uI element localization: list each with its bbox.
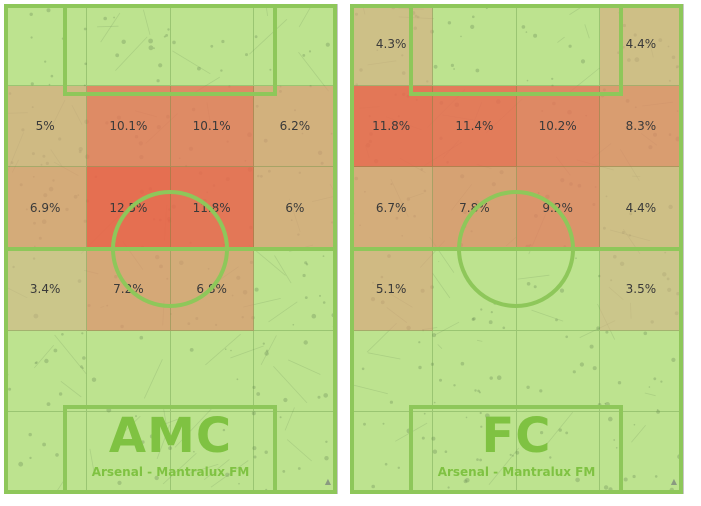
heatmap-zone: 6.2% [253, 85, 337, 168]
heatmap-zone [170, 330, 254, 413]
heatmap-zone: 4.3% [350, 4, 434, 86]
heatmap-zone: 8.3% [599, 85, 683, 168]
position-label: FC [481, 408, 552, 464]
heatmap-zone: 3.4% [4, 248, 88, 331]
zone-percentage: 3.4% [29, 282, 61, 297]
heatmap-zone: 3.5% [599, 248, 683, 331]
zone-percentage: 6% [285, 200, 305, 215]
zone-percentage: 10.2% [538, 118, 577, 133]
zone-percentage: 7.8% [459, 200, 490, 215]
zone-percentage: 8.3% [625, 118, 657, 133]
zone-percentage: 6.8% [196, 282, 227, 297]
heatmap-zone [253, 330, 337, 413]
heatmap-zone: 6% [253, 167, 337, 249]
heatmap-zone [433, 330, 517, 413]
heatmap-zone: 4.4% [599, 167, 683, 249]
heatmap-zone: 10.2% [516, 85, 600, 168]
heatmap-zone [87, 4, 171, 86]
zone-percentage: 11.4% [455, 118, 494, 133]
zone-percentage: 4.4% [625, 200, 657, 215]
heatmap-zone [253, 4, 337, 86]
heatmap-zone [87, 330, 171, 413]
heatmap-zone: 11.8% [170, 167, 254, 249]
heatmap-zone: 12.5% [87, 167, 171, 249]
heatmap-zone: 6.9% [4, 167, 88, 249]
team-label: Arsenal - Mantralux FM [437, 465, 596, 479]
zone-percentage: 6.7% [375, 200, 407, 215]
position-label: AMC [108, 408, 233, 464]
heatmap-zone: 6.8% [170, 248, 254, 331]
heatmap-zone [4, 330, 88, 413]
team-label: Arsenal - Mantralux FM [91, 465, 250, 479]
heatmap-pitch-fc: 4.3% 4.4% 11.8% 11.4% 10.2% 8.3% 6.7% 7.8% 9.2% 4… [350, 4, 684, 494]
heatmap-zone: 10.1% [170, 85, 254, 168]
heatmap-zone: 4.4% [599, 4, 683, 86]
zone-percentage: 4.3% [375, 37, 407, 52]
heatmap-zone [516, 248, 600, 331]
heatmap-zone: 7.8% [433, 167, 517, 249]
heatmap-zone: 7.2% [87, 248, 171, 331]
heatmap-pitch-amc: 5% 10.1% 10.1% 6.2% 6.9% 12.5% 11.8% 6% 3.4% 7.2%… [4, 4, 338, 494]
heatmap-zone: 11.4% [433, 85, 517, 168]
triangle-icon: ▲ [324, 477, 331, 486]
heatmap-zone [253, 248, 337, 331]
zone-percentage: 10.1% [109, 118, 148, 133]
heatmap-zone [433, 248, 517, 331]
zone-percentage: 5.1% [375, 282, 407, 297]
heatmap-zone [4, 4, 88, 86]
heatmap-zone [516, 4, 600, 86]
zone-percentage: 7.2% [113, 282, 144, 297]
zone-percentage: 6.9% [29, 200, 61, 215]
zone-percentage: 6.2% [279, 118, 311, 133]
heatmap-zone [433, 4, 517, 86]
heatmap-zone: 9.2% [516, 167, 600, 249]
heatmap-zone: 10.1% [87, 85, 171, 168]
heatmap-zone [599, 330, 683, 413]
zone-percentage: 9.2% [542, 200, 573, 215]
heatmap-zone: 11.8% [350, 85, 434, 168]
heatmap-zone [170, 4, 254, 86]
heatmap-zone [350, 330, 434, 413]
heatmap-zone: 5% [4, 85, 88, 168]
heatmap-zone [516, 330, 600, 413]
zone-percentage: 3.5% [625, 282, 657, 297]
zone-percentage: 4.4% [625, 37, 657, 52]
zone-percentage: 10.1% [192, 118, 231, 133]
heatmap-zone: 6.7% [350, 167, 434, 249]
zone-percentage: 12.5% [109, 200, 148, 215]
zone-percentage: 11.8% [192, 200, 231, 215]
triangle-icon: ▲ [670, 477, 677, 486]
zone-percentage: 5% [35, 118, 55, 133]
zone-percentage: 11.8% [372, 118, 411, 133]
heatmap-zone: 5.1% [350, 248, 434, 331]
